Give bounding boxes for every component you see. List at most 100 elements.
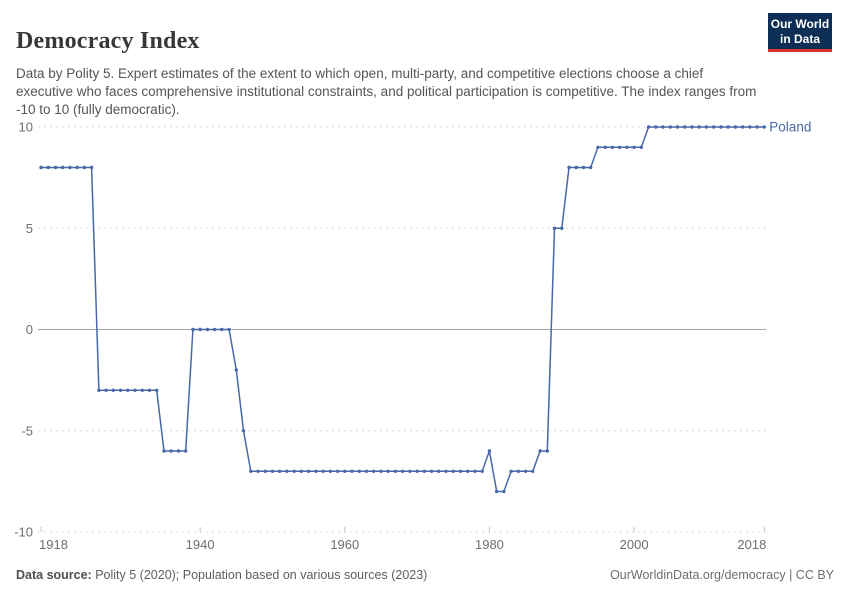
data-point xyxy=(147,388,152,392)
credit-link[interactable]: OurWorldinData.org/democracy | CC BY xyxy=(610,568,834,582)
x-axis-label: 1940 xyxy=(186,537,215,552)
x-axis: 10 5 0 -5 -10 1918 1940 1960 1980 2000 2018 xyxy=(14,120,766,553)
data-point xyxy=(617,145,622,149)
data-point xyxy=(357,469,361,473)
data-point xyxy=(697,125,701,129)
data-point xyxy=(133,388,137,392)
data-point xyxy=(155,388,159,392)
owid-logo[interactable]: Our World in Data xyxy=(768,13,832,52)
data-point xyxy=(661,125,665,129)
data-point xyxy=(690,125,694,129)
x-axis-label: 1960 xyxy=(330,537,359,552)
data-point xyxy=(241,429,246,433)
data-point xyxy=(748,125,752,129)
data-point xyxy=(234,368,238,372)
data-point xyxy=(335,469,340,473)
data-point xyxy=(191,327,195,332)
x-axis-label: 2018 xyxy=(737,537,766,552)
data-point xyxy=(574,165,578,170)
data-point xyxy=(487,449,492,453)
data-point xyxy=(589,165,593,170)
data-point xyxy=(61,165,65,170)
data-source-label: Data source: xyxy=(16,568,92,582)
data-point xyxy=(422,469,426,473)
data-point xyxy=(545,449,549,453)
poland-line-series[interactable] xyxy=(40,126,766,493)
data-point xyxy=(278,469,282,473)
series-layer[interactable]: Poland xyxy=(39,120,811,494)
y-axis-label: -5 xyxy=(21,423,33,438)
data-point xyxy=(82,165,87,170)
data-point xyxy=(719,125,723,129)
data-point xyxy=(610,145,615,149)
data-point xyxy=(46,165,50,170)
data-point xyxy=(762,125,766,129)
data-point xyxy=(451,469,455,473)
data-point xyxy=(212,327,217,332)
series-label-poland[interactable]: Poland xyxy=(769,120,811,135)
data-point xyxy=(668,125,672,129)
data-point xyxy=(473,469,477,473)
data-point xyxy=(733,125,738,129)
data-point xyxy=(111,388,116,392)
data-point xyxy=(740,125,745,129)
data-point xyxy=(444,469,448,473)
data-point xyxy=(343,469,347,473)
data-point xyxy=(169,449,173,453)
data-point xyxy=(285,469,289,473)
owid-logo-line2: in Data xyxy=(779,31,820,46)
data-point xyxy=(596,145,600,149)
data-point xyxy=(205,327,210,332)
grid-layer xyxy=(38,126,766,533)
data-point xyxy=(400,469,405,473)
data-point xyxy=(321,469,325,473)
data-point xyxy=(97,388,101,392)
data-point xyxy=(256,469,260,473)
data-point xyxy=(683,125,687,129)
data-point xyxy=(386,469,390,473)
data-point xyxy=(263,469,267,473)
data-point xyxy=(408,469,412,473)
data-point xyxy=(89,165,94,170)
data-point xyxy=(552,226,557,230)
x-axis-label: 2000 xyxy=(620,537,649,552)
data-point xyxy=(567,165,571,170)
data-point xyxy=(755,125,759,129)
data-point xyxy=(270,469,275,473)
owid-logo-line1: Our World xyxy=(770,17,830,31)
data-point xyxy=(531,469,535,473)
data-point xyxy=(393,469,398,473)
chart-footer: Data source: Polity 5 (2020); Population… xyxy=(16,568,834,582)
data-point xyxy=(379,469,383,473)
data-point xyxy=(227,327,231,332)
y-axis-label: 10 xyxy=(19,120,33,135)
y-axis-label: -10 xyxy=(14,525,33,540)
y-axis-label: 5 xyxy=(26,221,33,236)
data-point xyxy=(509,469,513,473)
data-point xyxy=(560,226,564,230)
data-point xyxy=(350,469,354,473)
data-point xyxy=(654,125,658,129)
data-point xyxy=(429,469,434,473)
data-source-note: Data source: Polity 5 (2020); Population… xyxy=(16,568,427,582)
data-point xyxy=(437,469,441,473)
data-point xyxy=(299,469,304,473)
data-point xyxy=(704,125,709,129)
data-point xyxy=(639,145,643,149)
data-point xyxy=(292,469,296,473)
data-point xyxy=(75,165,79,170)
data-point xyxy=(314,469,318,473)
data-point xyxy=(364,469,369,473)
data-point xyxy=(603,145,607,149)
x-axis-label: 1980 xyxy=(475,537,504,552)
data-point xyxy=(480,469,484,473)
data-point xyxy=(646,125,651,129)
data-point xyxy=(516,469,521,473)
data-point xyxy=(712,125,716,129)
data-point xyxy=(523,469,528,473)
data-point xyxy=(415,469,419,473)
chart-subtitle: Data by Polity 5. Expert estimates of th… xyxy=(16,65,757,117)
data-point xyxy=(502,489,506,494)
data-point xyxy=(53,165,58,170)
